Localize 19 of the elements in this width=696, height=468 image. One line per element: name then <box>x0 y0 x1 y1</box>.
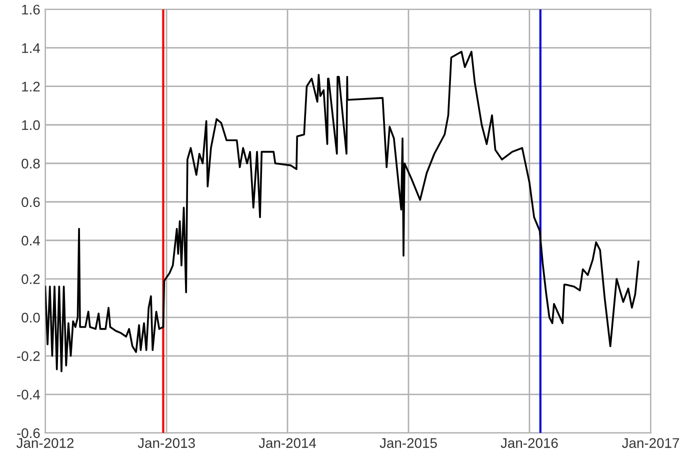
x-tick-label: Jan-2017 <box>622 438 680 448</box>
x-tick-label: Jan-2012 <box>16 438 74 448</box>
y-tick-label: 0.4 <box>22 236 40 246</box>
x-tick-label: Jan-2014 <box>258 438 316 448</box>
y-tick-label: 1.6 <box>22 4 40 15</box>
y-tick-label: -0.2 <box>17 351 40 362</box>
y-tick-label: -0.6 <box>17 428 40 438</box>
y-tick-label: 1.0 <box>22 120 40 130</box>
y-tick-label: 1.2 <box>22 82 40 92</box>
y-tick-label: 0.2 <box>22 274 40 284</box>
x-tick-label: Jan-2015 <box>380 438 437 448</box>
line-series <box>45 50 640 372</box>
y-tick-label: 1.4 <box>22 43 40 53</box>
x-tick-label: Jan-2016 <box>500 438 558 448</box>
x-tick-label: Jan-2013 <box>138 438 195 448</box>
y-tick-label: -0.4 <box>17 390 40 400</box>
y-tick-label: 0.8 <box>22 158 40 169</box>
y-tick-label: 0.0 <box>22 312 40 323</box>
y-tick-label: 0.6 <box>22 197 40 208</box>
